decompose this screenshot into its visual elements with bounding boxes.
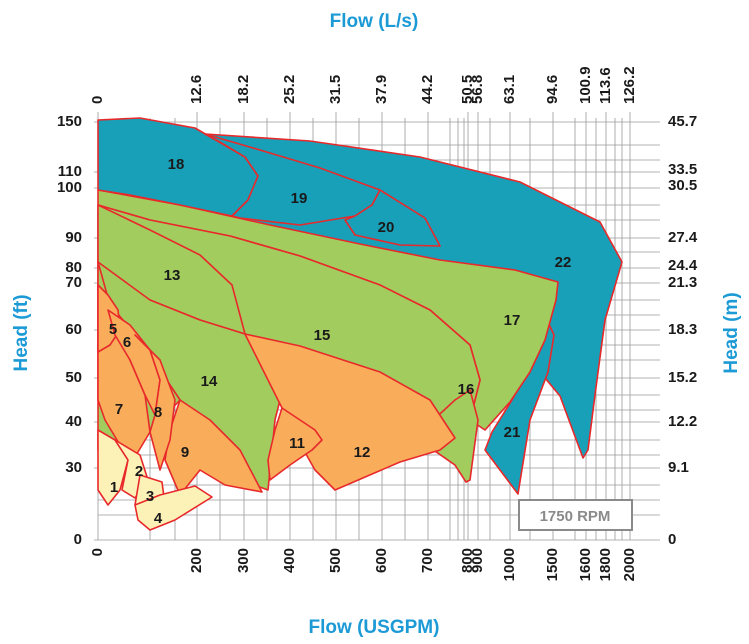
top-tick-12: 113.6 bbox=[597, 67, 614, 104]
top-tick-0: 0 bbox=[89, 96, 106, 104]
zone-label-13: 13 bbox=[164, 267, 181, 284]
left-tick-9: 110 bbox=[58, 163, 82, 180]
zone-11 bbox=[267, 407, 323, 481]
zone-label-11: 11 bbox=[289, 435, 305, 452]
zone-label-3: 3 bbox=[146, 488, 154, 505]
zone-19 bbox=[204, 133, 381, 226]
top-tick-1: 12.6 bbox=[188, 75, 205, 104]
right-tick-zero: 0 bbox=[668, 531, 676, 548]
top-tick-2: 18.2 bbox=[235, 75, 252, 104]
right-tick-3: 18.3 bbox=[668, 321, 697, 338]
zone-label-18: 18 bbox=[168, 156, 185, 173]
bottom-tick-7: 800 bbox=[459, 548, 476, 573]
bottom-tick-9: 1000 bbox=[501, 548, 518, 581]
bottom-tick-1: 200 bbox=[188, 548, 205, 573]
right-tick-8: 33.5 bbox=[668, 161, 697, 178]
zone-label-1: 1 bbox=[110, 479, 118, 496]
bottom-tick-2: 300 bbox=[235, 548, 252, 573]
left-tick-8: 100 bbox=[57, 179, 82, 196]
left-tick-6: 80 bbox=[65, 259, 82, 276]
bottom-tick-0: 0 bbox=[89, 548, 106, 556]
top-tick-4: 31.5 bbox=[327, 75, 344, 104]
top-axis-title: Flow (L/s) bbox=[330, 11, 419, 32]
zone-20 bbox=[344, 189, 441, 247]
zone-4 bbox=[134, 485, 213, 531]
left-tick-2: 40 bbox=[65, 413, 82, 430]
top-tick-10: 94.6 bbox=[544, 75, 561, 104]
zone-labels: 1 2 3 4 5 6 7 8 9 11 12 13 14 15 16 17 1… bbox=[109, 156, 572, 527]
zone-label-6: 6 bbox=[123, 334, 131, 351]
right-tick-1: 12.2 bbox=[668, 413, 697, 430]
left-axis-title: Head (ft) bbox=[11, 294, 32, 371]
right-tick-2: 15.2 bbox=[668, 369, 697, 386]
zone-label-21: 21 bbox=[504, 424, 521, 441]
top-tick-13: 126.2 bbox=[621, 66, 638, 104]
top-tick-9: 63.1 bbox=[501, 75, 518, 104]
zone-label-19: 19 bbox=[291, 190, 308, 207]
zone-label-8: 8 bbox=[154, 404, 162, 421]
bottom-tick-6: 700 bbox=[419, 548, 436, 573]
top-tick-5: 37.9 bbox=[373, 75, 390, 104]
zone-label-4: 4 bbox=[154, 510, 163, 527]
right-tick-5: 24.4 bbox=[668, 257, 698, 274]
zone-label-16: 16 bbox=[458, 381, 475, 398]
left-tick-1: 30 bbox=[65, 459, 82, 476]
zone-label-12: 12 bbox=[354, 444, 371, 461]
right-tick-6: 27.4 bbox=[668, 229, 698, 246]
top-tick-11: 100.9 bbox=[577, 66, 594, 104]
bottom-tick-12: 1800 bbox=[597, 548, 614, 581]
pump-zones bbox=[97, 117, 623, 531]
left-tick-7: 90 bbox=[65, 229, 82, 246]
zone-label-2: 2 bbox=[135, 463, 143, 480]
left-tick-3: 50 bbox=[65, 369, 82, 386]
zone-8 bbox=[134, 334, 176, 471]
right-axis-title: Head (m) bbox=[721, 292, 742, 373]
right-tick-7: 30.5 bbox=[668, 177, 697, 194]
zone-label-22: 22 bbox=[555, 254, 572, 271]
zone-label-9: 9 bbox=[181, 444, 189, 461]
bottom-axis-title: Flow (USGPM) bbox=[309, 617, 440, 638]
right-tick-0: 9.1 bbox=[668, 459, 689, 476]
bottom-tick-13: 2000 bbox=[621, 548, 638, 581]
left-tick-10: 150 bbox=[57, 113, 82, 130]
zone-label-17: 17 bbox=[504, 312, 521, 329]
top-tick-8: 56.8 bbox=[469, 75, 486, 104]
zone-label-5: 5 bbox=[109, 321, 117, 338]
left-tick-5: 70 bbox=[65, 274, 82, 291]
bottom-tick-11: 1600 bbox=[577, 548, 594, 581]
right-tick-9: 45.7 bbox=[668, 113, 697, 130]
left-tick-0: 0 bbox=[74, 531, 82, 548]
rpm-badge: 1750 RPM bbox=[518, 499, 633, 531]
bottom-tick-10: 1500 bbox=[544, 548, 561, 581]
right-tick-4: 21.3 bbox=[668, 274, 697, 291]
bottom-tick-5: 600 bbox=[373, 548, 390, 573]
zone-label-7: 7 bbox=[115, 401, 123, 418]
bottom-tick-3: 400 bbox=[281, 548, 298, 573]
top-tick-7: 50.5 bbox=[459, 75, 476, 104]
bottom-tick-8: 900 bbox=[469, 548, 486, 573]
rpm-label: 1750 RPM bbox=[540, 508, 611, 525]
zone-label-15: 15 bbox=[314, 327, 331, 344]
zone-label-14: 14 bbox=[201, 373, 218, 390]
top-tick-3: 25.2 bbox=[281, 75, 298, 104]
bottom-tick-4: 500 bbox=[327, 548, 344, 573]
top-tick-6: 44.2 bbox=[419, 75, 436, 104]
zone-label-20: 20 bbox=[378, 219, 395, 236]
left-tick-4: 60 bbox=[65, 321, 82, 338]
